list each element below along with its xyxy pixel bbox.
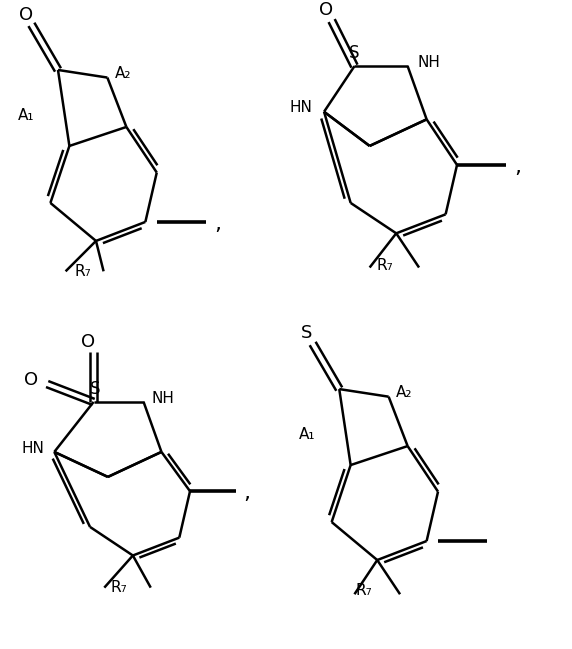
Text: A₂: A₂ [115,66,132,81]
Text: O: O [319,1,333,19]
Text: S: S [349,44,360,62]
Text: ,: , [514,157,521,177]
Text: R₇: R₇ [74,263,91,279]
Text: ,: , [244,483,251,503]
Text: A₁: A₁ [18,108,34,123]
Text: S: S [90,380,101,398]
Text: ,: , [214,214,221,234]
Text: NH: NH [417,55,440,70]
Text: A₂: A₂ [396,386,413,400]
Text: HN: HN [21,441,44,456]
Text: R₇: R₇ [110,580,127,595]
Text: O: O [24,371,38,389]
Text: NH: NH [152,391,174,406]
Text: HN: HN [290,101,313,116]
Text: R₇: R₇ [376,258,393,273]
Text: S: S [301,324,313,342]
Text: O: O [81,333,96,351]
Text: A₁: A₁ [299,427,315,442]
Text: O: O [19,6,33,24]
Text: R₇: R₇ [356,583,372,598]
